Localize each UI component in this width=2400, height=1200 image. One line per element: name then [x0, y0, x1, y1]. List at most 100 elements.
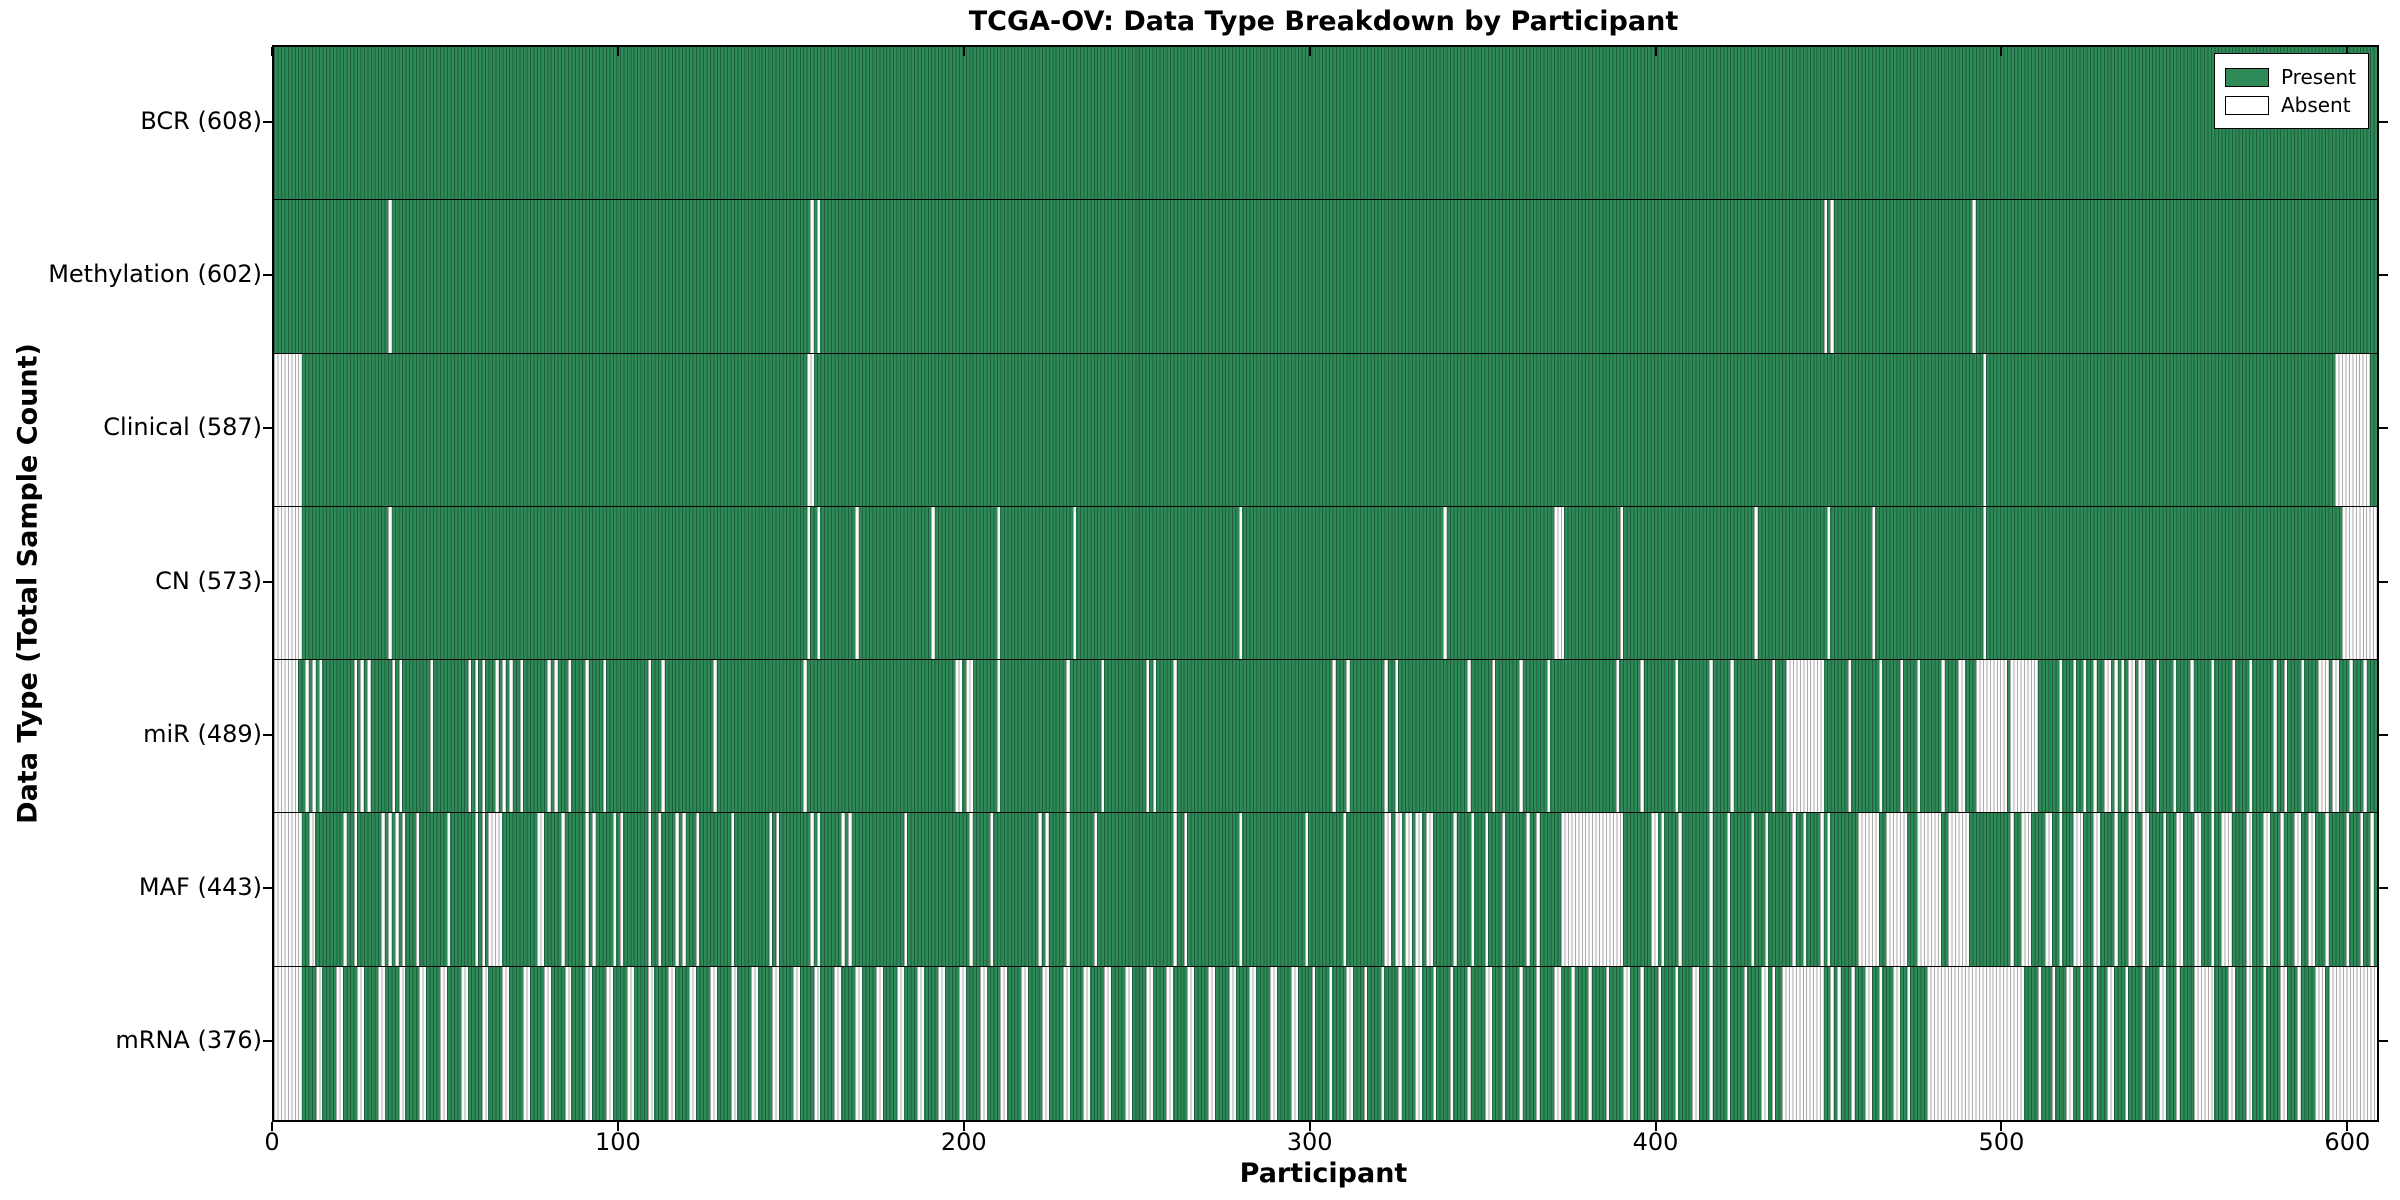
legend-swatch-absent	[2224, 95, 2269, 115]
absent-run	[2314, 966, 2326, 1120]
ytick-left	[263, 120, 272, 123]
absent-run	[1346, 660, 1350, 813]
absent-run	[481, 660, 485, 813]
absent-run	[2114, 813, 2118, 966]
absent-run	[401, 813, 406, 966]
absent-run	[803, 660, 807, 813]
absent-run	[1823, 200, 1828, 353]
absent-run	[1328, 966, 1333, 1120]
absent-run	[343, 813, 347, 966]
absent-run	[388, 506, 392, 660]
absent-run	[377, 966, 385, 1120]
absent-run	[1415, 966, 1423, 1120]
absent-run	[1311, 966, 1316, 1120]
absent-run	[440, 966, 447, 1120]
present-fill	[274, 966, 2377, 1120]
absent-run	[2058, 813, 2063, 966]
absent-run	[2159, 966, 2166, 1120]
x-tick-label-500: 500	[1978, 1128, 2025, 1156]
absent-run	[1878, 660, 1883, 813]
absent-run	[1501, 966, 1506, 1120]
absent-run	[474, 813, 479, 966]
absent-run	[1916, 660, 1921, 813]
absent-run	[1228, 966, 1236, 1120]
absent-run	[274, 660, 299, 813]
absent-run	[315, 966, 323, 1120]
absent-run	[1239, 506, 1243, 660]
absent-run	[312, 660, 316, 813]
absent-run	[619, 813, 624, 966]
absent-run	[381, 813, 385, 966]
absent-run	[1982, 353, 1987, 506]
absent-run	[1802, 813, 1807, 966]
absent-run	[1394, 660, 1399, 813]
absent-run	[1885, 813, 1907, 966]
absent-run	[2318, 660, 2329, 813]
absent-run	[547, 660, 551, 813]
absent-run	[2370, 813, 2374, 966]
ytick-left	[263, 1040, 272, 1043]
absent-run	[1619, 506, 1623, 660]
absent-run	[519, 660, 524, 813]
absent-run	[1546, 660, 1551, 813]
absent-run	[958, 966, 966, 1120]
ytick-left	[263, 733, 272, 736]
absent-run	[1782, 966, 1824, 1120]
absent-run	[274, 813, 302, 966]
absent-run	[2328, 966, 2377, 1120]
absent-run	[647, 966, 655, 1120]
x-tick-label-400: 400	[1632, 1128, 1679, 1156]
ytick-right	[2379, 887, 2388, 890]
absent-run	[554, 660, 558, 813]
absent-run	[2121, 660, 2125, 813]
absent-run	[1083, 966, 1091, 1120]
absent-run	[1827, 506, 1831, 660]
absent-run	[969, 813, 973, 966]
absent-run	[460, 966, 468, 1120]
absent-run	[647, 813, 651, 966]
absent-run	[2176, 813, 2184, 966]
absent-run	[2051, 966, 2056, 1120]
absent-run	[1847, 660, 1852, 813]
y-tick-label-clinical: Clinical (587)	[103, 413, 262, 442]
absent-run	[875, 966, 883, 1120]
absent-run	[602, 660, 607, 813]
absent-run	[1066, 813, 1070, 966]
legend-label-absent: Absent	[2280, 93, 2351, 117]
ytick-left	[263, 887, 272, 890]
absent-run	[1553, 966, 1561, 1120]
absent-run	[792, 966, 800, 1120]
absent-run	[989, 813, 994, 966]
absent-run	[2190, 660, 2194, 813]
band-clinical	[274, 353, 2377, 507]
absent-run	[2176, 966, 2180, 1120]
band-mir	[274, 660, 2377, 814]
absent-run	[1872, 506, 1876, 660]
absent-run	[841, 813, 845, 966]
absent-run	[2010, 660, 2038, 813]
absent-run	[429, 660, 434, 813]
absent-run	[2262, 966, 2267, 1120]
absent-run	[1661, 813, 1665, 966]
x-tick-mark	[2000, 1122, 2003, 1131]
absent-run	[1152, 660, 1156, 813]
absent-run	[1249, 966, 1257, 1120]
absent-run	[1526, 813, 1530, 966]
absent-run	[1062, 966, 1070, 1120]
absent-run	[817, 200, 821, 353]
x-tick-label-200: 200	[940, 1128, 987, 1156]
absent-run	[1100, 660, 1105, 813]
absent-run	[855, 966, 862, 1120]
absent-run	[834, 966, 842, 1120]
absent-run	[1145, 966, 1153, 1120]
absent-run	[1519, 660, 1523, 813]
absent-run	[2193, 813, 2201, 966]
absent-run	[1941, 660, 1945, 813]
absent-run	[1927, 966, 2025, 1120]
absent-run	[1467, 966, 1471, 1120]
absent-run	[1304, 813, 1309, 966]
absent-run	[817, 813, 821, 966]
absent-run	[536, 813, 544, 966]
absent-run	[1692, 966, 1700, 1120]
absent-run	[2141, 813, 2149, 966]
